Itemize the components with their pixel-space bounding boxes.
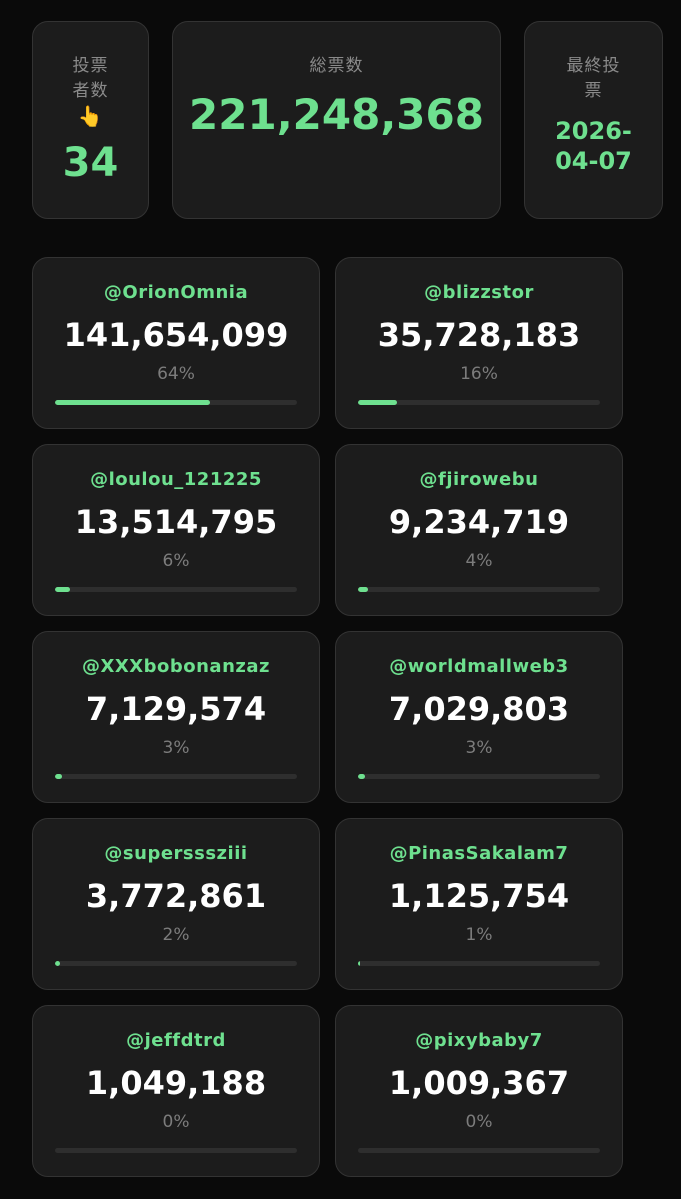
vote-share-bar	[358, 1148, 600, 1153]
candidate-card: @supersssziii 3,772,861 2%	[32, 818, 320, 990]
candidate-card: @PinasSakalam7 1,125,754 1%	[335, 818, 623, 990]
candidate-vote-percent: 4%	[465, 551, 493, 571]
candidate-vote-count: 1,009,367	[388, 1064, 570, 1102]
vote-share-bar	[55, 400, 297, 405]
voter-count-label-line1: 投票	[72, 56, 109, 76]
vote-share-bar-fill	[358, 961, 361, 966]
candidate-vote-count: 9,234,719	[388, 503, 570, 541]
candidate-card: @OrionOmnia 141,654,099 64%	[32, 257, 320, 429]
candidate-vote-percent: 64%	[157, 364, 195, 384]
vote-share-bar-fill	[55, 587, 70, 592]
candidate-vote-percent: 0%	[465, 1112, 493, 1132]
vote-share-bar	[55, 774, 297, 779]
candidate-username: @OrionOmnia	[103, 282, 249, 303]
voter-count-card: 投票 者数 👆 34	[32, 21, 149, 219]
vote-share-bar	[55, 1148, 297, 1153]
candidate-username: @worldmallweb3	[389, 656, 569, 677]
vote-share-bar-fill	[55, 400, 210, 405]
candidate-vote-percent: 3%	[162, 738, 190, 758]
candidate-vote-count: 1,049,188	[85, 1064, 267, 1102]
candidate-username: @loulou_121225	[90, 469, 262, 490]
vote-share-bar-fill	[358, 400, 397, 405]
vote-share-bar	[358, 587, 600, 592]
candidate-vote-percent: 6%	[162, 551, 190, 571]
last-vote-label: 最終投 票	[525, 54, 662, 104]
vote-share-bar-fill	[55, 774, 63, 779]
voter-count-label: 投票 者数 👆	[33, 54, 148, 128]
candidate-card: @blizzstor 35,728,183 16%	[335, 257, 623, 429]
candidate-username: @supersssziii	[104, 843, 248, 864]
total-votes-value: 221,248,368	[189, 90, 484, 139]
last-vote-date-line1: 2026-	[555, 117, 632, 145]
candidate-username: @jeffdtrd	[126, 1030, 226, 1051]
candidate-vote-percent: 2%	[162, 925, 190, 945]
last-vote-label-line2: 票	[584, 81, 603, 101]
candidate-vote-count: 35,728,183	[377, 316, 581, 354]
candidate-vote-count: 1,125,754	[388, 877, 570, 915]
vote-share-bar	[55, 961, 297, 966]
voter-count-value: 34	[62, 140, 119, 186]
candidate-username: @blizzstor	[424, 282, 534, 303]
candidate-card: @XXXbobonanzaz 7,129,574 3%	[32, 631, 320, 803]
candidate-username: @XXXbobonanzaz	[81, 656, 270, 677]
total-votes-label: 総票数	[309, 56, 364, 76]
last-vote-card: 最終投 票 2026- 04-07	[524, 21, 663, 219]
candidate-card: @fjirowebu 9,234,719 4%	[335, 444, 623, 616]
candidate-vote-count: 7,029,803	[388, 690, 570, 728]
candidate-vote-count: 141,654,099	[63, 316, 289, 354]
candidate-card: @worldmallweb3 7,029,803 3%	[335, 631, 623, 803]
candidate-vote-percent: 0%	[162, 1112, 190, 1132]
candidate-username: @fjirowebu	[419, 469, 539, 490]
last-vote-date-line2: 04-07	[555, 147, 632, 175]
candidate-card: @pixybaby7 1,009,367 0%	[335, 1005, 623, 1177]
total-votes-card: 総票数 221,248,368	[172, 21, 501, 219]
voter-count-label-line2: 者数	[72, 81, 109, 101]
candidate-vote-count: 7,129,574	[85, 690, 267, 728]
vote-share-bar-fill	[55, 961, 60, 966]
candidate-card: @loulou_121225 13,514,795 6%	[32, 444, 320, 616]
candidate-vote-percent: 1%	[465, 925, 493, 945]
candidate-username: @PinasSakalam7	[389, 843, 569, 864]
vote-share-bar	[55, 587, 297, 592]
last-vote-label-line1: 最終投	[566, 56, 621, 76]
candidate-card: @jeffdtrd 1,049,188 0%	[32, 1005, 320, 1177]
vote-share-bar	[358, 774, 600, 779]
pointing-finger-icon: 👆	[77, 104, 104, 128]
vote-share-bar-fill	[358, 774, 366, 779]
vote-share-bar-fill	[358, 587, 368, 592]
vote-share-bar	[358, 400, 600, 405]
candidate-vote-count: 13,514,795	[74, 503, 278, 541]
candidate-username: @pixybaby7	[415, 1030, 543, 1051]
vote-share-bar	[358, 961, 600, 966]
candidate-vote-count: 3,772,861	[85, 877, 267, 915]
last-vote-date: 2026- 04-07	[525, 116, 662, 176]
candidate-vote-percent: 3%	[465, 738, 493, 758]
candidate-vote-percent: 16%	[460, 364, 498, 384]
